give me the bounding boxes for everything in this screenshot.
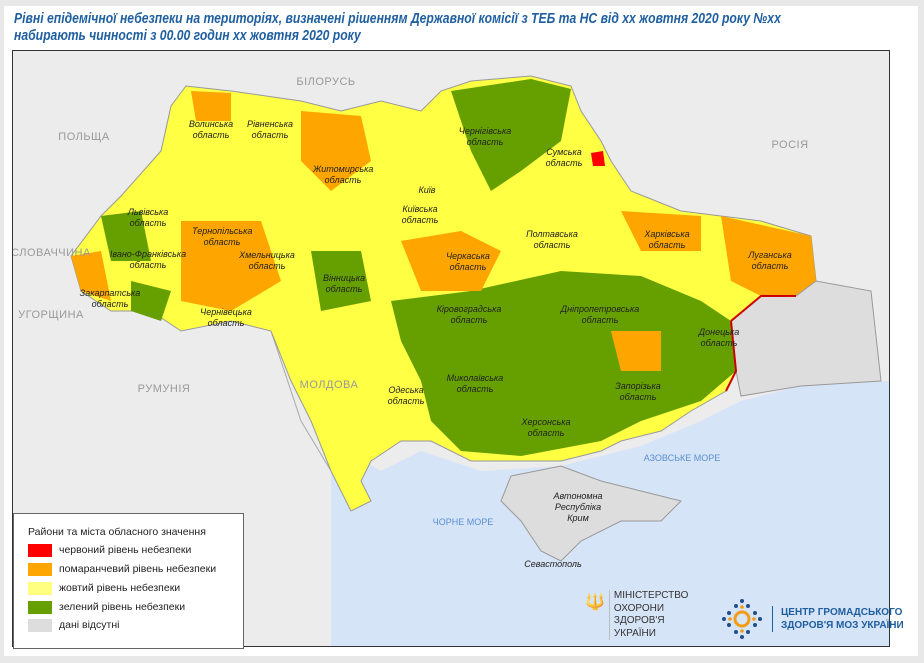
region-label: Житомирська область (313, 164, 374, 185)
legend-swatch (28, 581, 52, 595)
region-label: Запорізька область (615, 381, 661, 402)
region-label: Тернопільська область (192, 226, 253, 247)
occupied-border (725, 295, 796, 392)
country-label: ПОЛЬЩА (58, 131, 110, 143)
country-label: РУМУНІЯ (137, 383, 191, 395)
legend-item-nodata: дані відсутні (28, 617, 120, 633)
region-label: Івано-Франківська область (109, 249, 187, 270)
country-label: РОСІЯ (771, 139, 809, 151)
orange-zones (71, 91, 816, 371)
region-label: Кіровоградська область (436, 304, 502, 325)
region-label: Закарпатська область (79, 288, 141, 309)
legend-label: червоний рівень небезпеки (59, 544, 192, 556)
country-label: СЛОВАЧЧИНА (12, 247, 91, 259)
region-label: Чернігівська область (458, 126, 512, 147)
moz-line: МІНІСТЕРСТВО (613, 590, 689, 601)
legend-title: Райони та міста обласного значення (28, 526, 206, 538)
region-label: Хмельницька область (239, 250, 295, 271)
sea-label: ЧОРНЕ МОРЕ (432, 517, 494, 527)
red-zone (591, 151, 605, 166)
legend-swatch (28, 543, 52, 557)
cgz-logo: ЦЕНТР ГРОМАДСЬКОГО ЗДОРОВ'Я МОЗ УКРАЇНИ (720, 597, 904, 641)
legend-item-red: червоний рівень небезпеки (28, 542, 191, 558)
region-label: Автономна Республіка Крим (553, 491, 603, 523)
region-label: Волинська область (188, 119, 234, 140)
region-label: Черкаська область (446, 251, 490, 272)
map-graphic (70, 75, 889, 646)
cgz-emblem-icon (722, 599, 762, 639)
moz-logo: 🔱 МІНІСТЕРСТВО ОХОРОНИ ЗДОРОВ'Я УКРАЇНИ (585, 590, 688, 640)
region-label: Чернівецька область (200, 307, 252, 328)
region-label: Вінницька область (322, 273, 366, 294)
page-title: Рівні епідемічної небезпеки на територія… (14, 11, 781, 45)
region-label: Херсонська область (521, 417, 571, 438)
title-line-2: набирають чинності з 00.00 годин хх жовт… (14, 28, 361, 44)
epidemic-map: БІЛОРУСЬ РОСІЯ ПОЛЬЩА СЛОВАЧЧИНА УГОРЩИН… (12, 50, 890, 647)
region-label: Харківська область (644, 229, 690, 250)
region-label: Рівненська область (246, 119, 294, 140)
crimea (500, 465, 682, 562)
legend-swatch (28, 600, 52, 614)
legend-label: жовтий рівень небезпеки (59, 582, 181, 594)
cgz-line: ЗДОРОВ'Я МОЗ УКРАЇНИ (781, 620, 904, 631)
region-label: Полтавська область (526, 229, 578, 250)
green-zones (101, 79, 736, 456)
country-label: МОЛДОВА (299, 379, 359, 391)
country-label: БІЛОРУСЬ (296, 76, 356, 88)
legend-label: дані відсутні (59, 619, 120, 631)
legend-item-orange: помаранчевий рівень небезпеки (28, 561, 216, 577)
region-label: Сумська область (545, 147, 583, 168)
region-label: Миколаївська область (446, 373, 504, 394)
region-label: Львівська область (127, 207, 169, 228)
moz-logo-text: МІНІСТЕРСТВО ОХОРОНИ ЗДОРОВ'Я УКРАЇНИ (608, 590, 689, 640)
legend-label: зелений рівень небезпеки (59, 601, 186, 613)
legend-item-yellow: жовтий рівень небезпеки (28, 580, 180, 596)
legend: Райони та міста обласного значення черво… (13, 513, 244, 649)
region-label: Луганська область (748, 250, 792, 271)
region-label: Донецька область (698, 327, 740, 348)
moz-line: ЗДОРОВ'Я (613, 615, 665, 626)
moldova-border (270, 330, 332, 472)
legend-swatch (28, 618, 52, 632)
trident-icon: 🔱 (585, 594, 605, 611)
sea-label: АЗОВСЬКЕ МОРЕ (643, 453, 721, 463)
region-label: Дніпропетровська область (560, 304, 640, 325)
region-label: Київ (418, 185, 436, 195)
moz-line: ОХОРОНИ (613, 602, 665, 614)
legend-item-green: зелений рівень небезпеки (28, 599, 185, 615)
country-label: УГОРЩИНА (18, 309, 84, 321)
legend-label: помаранчевий рівень небезпеки (59, 563, 217, 575)
cgz-line: ЦЕНТР ГРОМАДСЬКОГО (781, 607, 903, 618)
region-label: Одеська область (387, 385, 425, 406)
moz-line: УКРАЇНИ (613, 627, 656, 639)
legend-swatch (28, 562, 52, 576)
cgz-logo-text: ЦЕНТР ГРОМАДСЬКОГО ЗДОРОВ'Я МОЗ УКРАЇНИ (772, 606, 904, 632)
title-line-1: Рівні епідемічної небезпеки на територія… (14, 11, 781, 27)
region-label: Київська область (401, 204, 439, 225)
region-label: Севастополь (524, 559, 582, 569)
